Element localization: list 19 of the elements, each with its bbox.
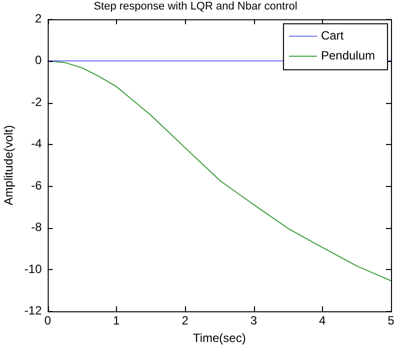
x-tick-label: 5: [388, 314, 395, 328]
x-axis-title: Time(sec): [192, 331, 246, 346]
x-tick-label: 0: [44, 314, 52, 328]
x-tick-label: 2: [182, 314, 189, 328]
chart-title: Step response with LQR and Nbar control: [94, 0, 298, 13]
y-tick-label: 0: [35, 53, 42, 68]
y-tick-label: 2: [35, 12, 42, 26]
y-tick-label: -2: [31, 94, 42, 109]
y-tick-label: -6: [31, 178, 42, 192]
x-tick-label: 1: [113, 314, 120, 328]
y-axis-title: Amplitude(volt): [2, 125, 16, 206]
y-tick-label: -8: [31, 220, 42, 234]
x-tick-label: 4: [319, 314, 326, 328]
legend-label: Pendulum: [320, 48, 376, 63]
y-tick-label: -10: [24, 262, 42, 276]
x-tick-label: 3: [250, 314, 258, 328]
y-tick-label: -4: [31, 136, 42, 151]
y-tick-label: -12: [24, 304, 42, 318]
legend-label: Cart: [320, 28, 344, 43]
